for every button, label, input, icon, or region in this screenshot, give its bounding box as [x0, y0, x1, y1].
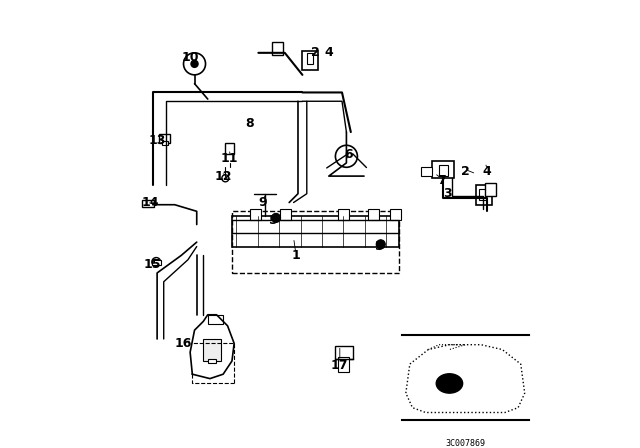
- Bar: [141, 200, 154, 207]
- Bar: [208, 315, 223, 323]
- Text: 8: 8: [245, 117, 254, 130]
- Circle shape: [335, 145, 357, 167]
- Bar: [271, 42, 283, 55]
- Bar: [390, 209, 401, 220]
- Circle shape: [191, 60, 198, 67]
- Bar: [476, 185, 492, 205]
- Bar: [208, 359, 216, 363]
- Text: 11: 11: [221, 152, 239, 165]
- Bar: [338, 209, 349, 220]
- Text: 7: 7: [436, 174, 445, 187]
- Bar: [204, 339, 221, 361]
- Circle shape: [152, 258, 161, 267]
- Bar: [439, 165, 447, 176]
- Bar: [432, 161, 454, 178]
- Text: 4: 4: [483, 165, 492, 178]
- Text: 2: 2: [311, 46, 320, 59]
- Bar: [485, 183, 496, 196]
- Bar: [232, 211, 399, 273]
- Bar: [250, 209, 260, 220]
- Bar: [369, 209, 380, 220]
- Bar: [152, 260, 161, 265]
- Bar: [479, 190, 486, 200]
- Text: 4: 4: [324, 46, 333, 59]
- Text: 17: 17: [331, 359, 349, 372]
- Text: 15: 15: [144, 258, 161, 271]
- Bar: [225, 143, 234, 154]
- Bar: [421, 167, 432, 176]
- Text: 5: 5: [269, 214, 278, 227]
- Text: 1: 1: [291, 249, 300, 262]
- Text: 2: 2: [461, 165, 470, 178]
- Circle shape: [184, 53, 205, 75]
- Bar: [302, 51, 318, 70]
- Text: 13: 13: [148, 134, 166, 147]
- Bar: [161, 141, 168, 145]
- Circle shape: [376, 240, 385, 249]
- Text: 14: 14: [141, 196, 159, 209]
- Text: 3: 3: [444, 187, 452, 200]
- Bar: [339, 357, 349, 372]
- Text: 16: 16: [175, 337, 192, 350]
- Circle shape: [271, 214, 280, 222]
- Circle shape: [222, 175, 229, 182]
- Text: 9: 9: [259, 196, 267, 209]
- Bar: [280, 209, 291, 220]
- Bar: [159, 134, 170, 143]
- Bar: [307, 53, 314, 64]
- Text: 5: 5: [375, 240, 384, 253]
- Text: 10: 10: [181, 51, 199, 64]
- Text: 12: 12: [214, 170, 232, 183]
- Bar: [232, 216, 399, 246]
- Text: 6: 6: [344, 147, 353, 160]
- Bar: [335, 345, 353, 359]
